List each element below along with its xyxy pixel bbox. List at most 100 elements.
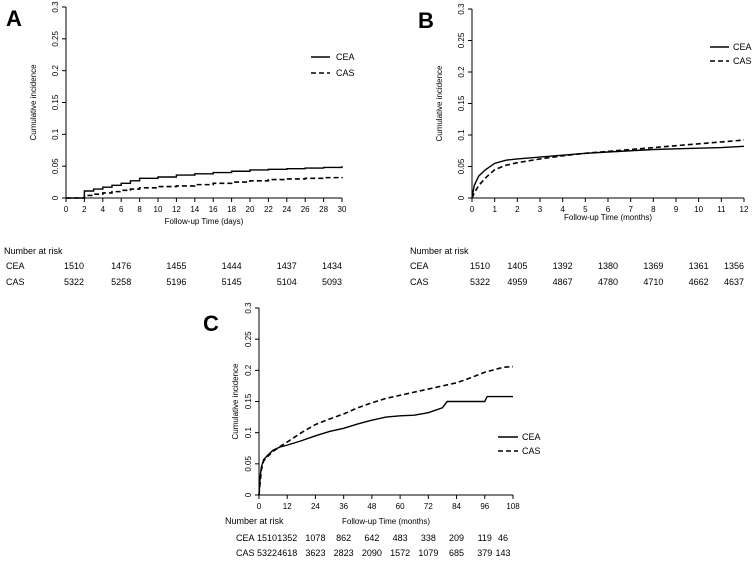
risk-value: 685: [449, 548, 464, 558]
y-axis-label: Cumulative incidence: [29, 64, 38, 141]
risk-value: 5322: [470, 277, 490, 287]
risk-value: 642: [364, 533, 379, 543]
panel-a: A00.050.10.150.20.250.30 2 4 6 8 10 12 14 16 18 20…: [4, 1, 355, 287]
x-tick-label: 22: [264, 205, 273, 214]
x-tick-label: 30: [338, 205, 347, 214]
x-tick-label: 6: [606, 205, 611, 214]
legend-label-cea: CEA: [336, 52, 355, 62]
x-tick-label: 6: [119, 205, 124, 214]
risk-value: 1455: [166, 261, 186, 271]
risk-value: 2090: [362, 548, 382, 558]
x-tick-label: 4: [101, 205, 106, 214]
x-tick-label: 2: [82, 205, 87, 214]
risk-value: 5258: [111, 277, 131, 287]
y-tick-label: 0.2: [457, 66, 466, 78]
series-line-cas: [258, 365, 514, 496]
y-tick-label: 0: [51, 195, 60, 200]
risk-value: 5093: [322, 277, 342, 287]
y-axis-label: Cumulative incidence: [231, 363, 240, 440]
panel-label: B: [418, 8, 434, 33]
risk-value: 209: [449, 533, 464, 543]
risk-value: 862: [336, 533, 351, 543]
risk-value: 338: [421, 533, 436, 543]
risk-value: 4710: [643, 277, 663, 287]
x-tick-label: 10: [694, 205, 703, 214]
risk-value: 119: [478, 533, 492, 543]
x-tick-label: 11: [717, 205, 726, 214]
y-tick-label: 0.2: [244, 364, 253, 376]
risk-row-label-cea: CEA: [236, 533, 255, 543]
risk-value: 46: [498, 533, 508, 543]
y-axis-label: Cumulative incidence: [435, 65, 444, 142]
x-tick-label: 4: [560, 205, 565, 214]
x-tick-label: 3: [538, 205, 543, 214]
x-tick-label: 72: [424, 502, 433, 511]
x-tick-label: 8: [651, 205, 656, 214]
y-tick-label: 0.05: [51, 158, 60, 174]
risk-value: 4637: [724, 277, 744, 287]
y-tick-label: 0.1: [457, 129, 466, 141]
risk-value: 143: [495, 548, 510, 558]
legend-label-cas: CAS: [733, 56, 752, 66]
x-tick-label: 7: [628, 205, 633, 214]
x-tick-label: 0: [64, 205, 69, 214]
risk-value: 3623: [305, 548, 325, 558]
legend-label-cas: CAS: [522, 446, 541, 456]
risk-value: 1352: [277, 533, 297, 543]
x-tick-label: 24: [311, 502, 320, 511]
risk-value: 1356: [724, 261, 744, 271]
x-tick-label: 12: [740, 205, 749, 214]
y-tick-label: 0.3: [457, 3, 466, 15]
series-line-cas: [471, 139, 745, 199]
y-tick-label: 0.25: [457, 32, 466, 48]
x-tick-label: 5: [583, 205, 588, 214]
legend-label-cas: CAS: [336, 68, 355, 78]
x-tick-label: 24: [282, 205, 291, 214]
y-tick-label: 0.3: [51, 1, 60, 13]
y-tick-label: 0.1: [244, 427, 253, 439]
risk-value: 5196: [166, 277, 186, 287]
risk-value: 1510: [64, 261, 84, 271]
x-tick-label: 1: [492, 205, 497, 214]
x-tick-label: 0: [470, 205, 475, 214]
risk-value: 1361: [689, 261, 709, 271]
risk-table-heading: Number at risk: [410, 246, 469, 256]
risk-value: 4867: [553, 277, 573, 287]
x-axis-label: Follow-up Time (months): [342, 517, 430, 526]
risk-value: 1369: [643, 261, 663, 271]
x-tick-label: 28: [319, 205, 328, 214]
y-tick-label: 0.05: [244, 456, 253, 472]
x-tick-label: 84: [452, 502, 461, 511]
series-line-cas: [66, 176, 343, 199]
x-tick-label: 16: [209, 205, 218, 214]
risk-row-label-cea: CEA: [6, 261, 25, 271]
risk-value: 1079: [418, 548, 438, 558]
panel-label: C: [203, 311, 219, 336]
risk-value: 1405: [507, 261, 527, 271]
panel-b: B00.050.10.150.20.250.30 1 2 3 4 5 6 7 8 9 10 11 12C…: [410, 3, 752, 287]
risk-value: 1476: [111, 261, 131, 271]
series-line-cea: [66, 166, 343, 199]
risk-value: 4959: [507, 277, 527, 287]
risk-value: 1437: [277, 261, 297, 271]
risk-row-label-cas: CAS: [236, 548, 255, 558]
x-tick-label: 36: [339, 502, 348, 511]
x-axis-label: Follow-up Time (days): [165, 217, 244, 226]
panel-label: A: [6, 6, 22, 31]
y-tick-label: 0.05: [457, 158, 466, 174]
y-tick-label: 0.25: [51, 31, 60, 47]
y-tick-label: 0.15: [51, 94, 60, 110]
risk-value: 5322: [257, 548, 277, 558]
risk-table-heading: Number at risk: [4, 246, 63, 256]
y-tick-label: 0.25: [244, 331, 253, 347]
x-axis-label: Follow-up Time (months): [564, 213, 652, 222]
risk-value: 2823: [334, 548, 354, 558]
y-tick-label: 0: [457, 195, 466, 200]
x-tick-label: 10: [154, 205, 163, 214]
risk-value: 483: [393, 533, 408, 543]
y-tick-label: 0.1: [51, 128, 60, 140]
legend-label-cea: CEA: [522, 432, 541, 442]
y-tick-label: 0.3: [244, 302, 253, 314]
x-tick-label: 20: [246, 205, 255, 214]
